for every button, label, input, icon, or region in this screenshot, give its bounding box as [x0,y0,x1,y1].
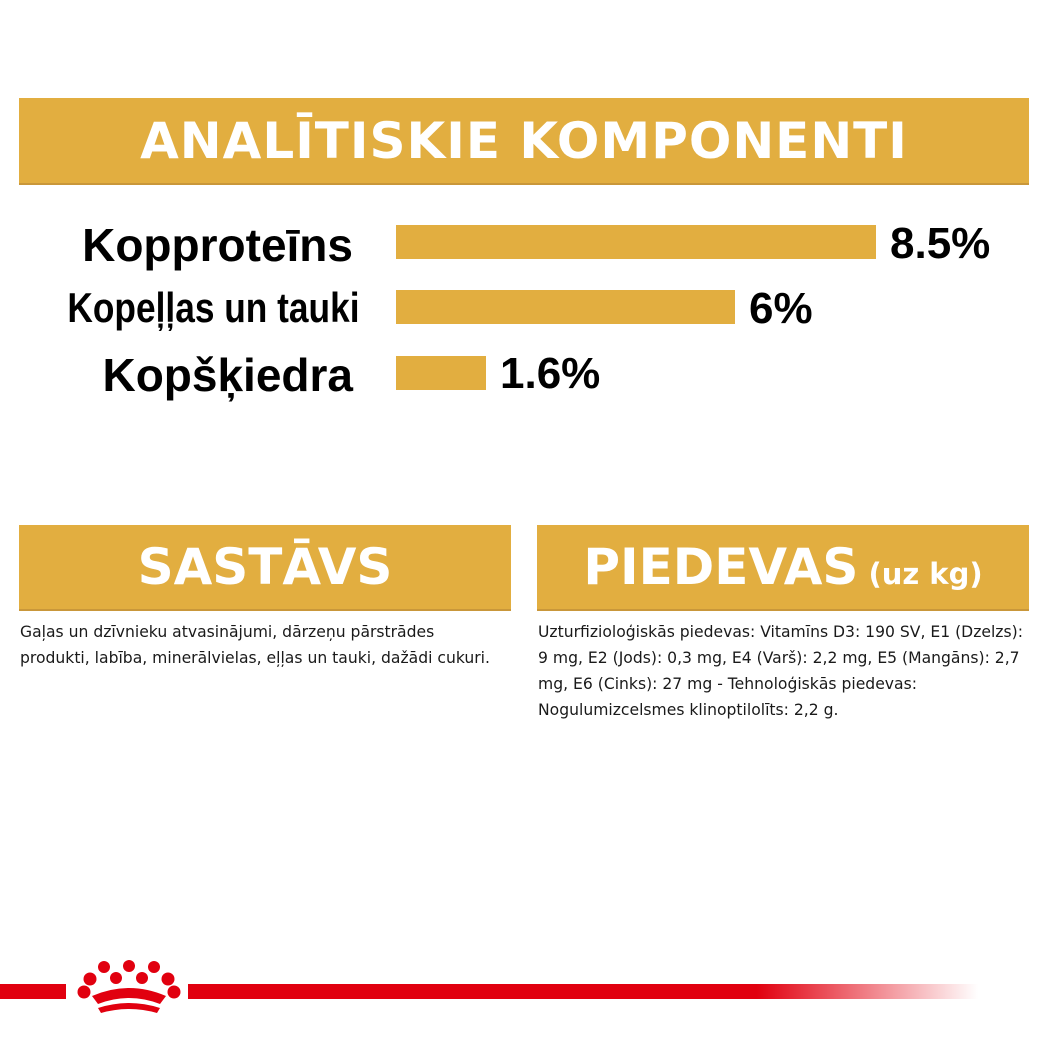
row-label-fat: Kopeļļas un tauki [67,284,360,331]
additives-title: PIEDEVAS [583,538,859,596]
bar-protein [396,225,876,259]
composition-text: Gaļas un dzīvnieku atvasinājumi, dārzeņu… [20,623,490,667]
footer-red-line-left [0,984,66,999]
bar-fat [396,290,735,324]
value-fat: 6% [749,284,813,333]
value-fibre: 1.6% [500,349,601,398]
composition-title: SASTĀVS [137,538,393,596]
bar-fibre [396,356,486,390]
analytical-components-title: ANALĪTISKIE KOMPONENTI [140,111,908,170]
composition-banner: SASTĀVS [19,525,511,611]
row-label-protein: Kopproteīns [82,219,353,271]
footer-red-line-right [188,984,978,999]
value-protein: 8.5% [890,219,991,268]
crown-icon [77,960,181,1013]
additives-banner: PIEDEVAS (uz kg) [537,525,1029,611]
row-label-fibre: Kopšķiedra [102,349,353,401]
additives-text: Uzturfizioloģiskās piedevas: Vitamīns D3… [538,623,1023,719]
additives-unit: (uz kg) [868,557,983,591]
analytical-components-banner: ANALĪTISKIE KOMPONENTI [19,98,1029,185]
